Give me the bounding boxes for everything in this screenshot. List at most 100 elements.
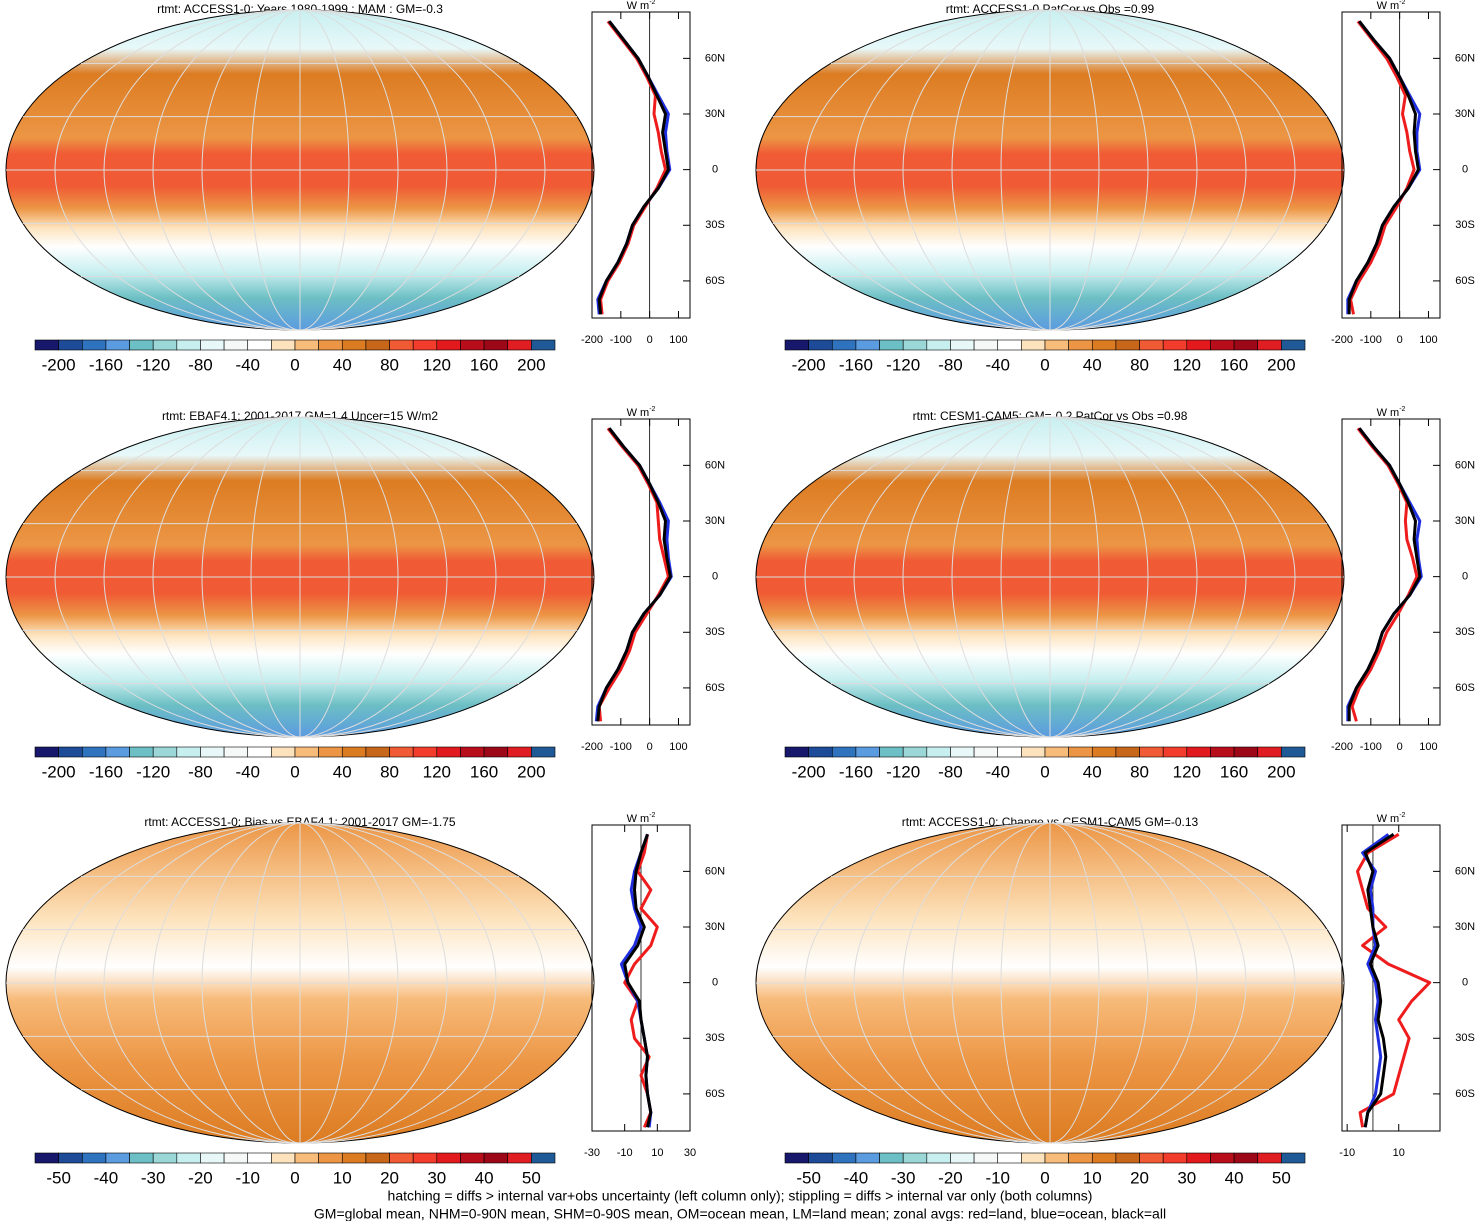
x-tick-label: -100: [1360, 741, 1382, 753]
colorbar-tick-label: 160: [470, 762, 498, 781]
zonal-frame: [1341, 11, 1441, 319]
colorbar-box: [341, 1152, 367, 1164]
unit-exp: -2: [1399, 812, 1405, 819]
zonal-line: [1356, 833, 1432, 1128]
y-tick-label: 60N: [1455, 865, 1475, 877]
colorbar-box: [855, 339, 880, 351]
colorbar-box: [973, 339, 999, 351]
y-tick-label: 0: [712, 571, 718, 583]
x-tick-label: -100: [610, 741, 632, 753]
unit-label: W m-2: [1377, 0, 1406, 12]
colorbar-tick-label: -120: [886, 355, 920, 374]
zonal-line: [1347, 20, 1420, 315]
colorbar-box: [318, 746, 343, 758]
unit-exp: -2: [649, 406, 655, 413]
colorbar-box: [950, 339, 975, 351]
y-tick-label: 60S: [705, 275, 725, 287]
panel-title: rtmt: ACCESS1-0: Bias vs EBAF4.1: 2001-2…: [144, 815, 455, 829]
colorbar-box: [997, 339, 1022, 351]
y-tick-label: 60N: [705, 52, 725, 64]
colorbar-tick-label: -40: [985, 762, 1010, 781]
colorbar-box: [507, 339, 532, 351]
colorbar-tick-label: 40: [475, 1168, 494, 1187]
colorbar-tick-label: 20: [380, 1168, 399, 1187]
zonal-line: [1346, 20, 1422, 315]
colorbar-box: [1044, 1152, 1069, 1164]
colorbar-box: [926, 339, 951, 351]
x-tick-label: -100: [610, 334, 632, 346]
unit-base: W m: [627, 0, 650, 12]
colorbar-box: [507, 1152, 532, 1164]
x-tick-label: 0: [1397, 741, 1403, 753]
colorbar-box: [247, 1152, 272, 1164]
colorbar-tick-label: -80: [188, 355, 213, 374]
y-tick-label: 60N: [1455, 459, 1475, 471]
colorbar-tick-label: 0: [290, 762, 299, 781]
footnote: hatching = diffs > internal var+obs unce…: [388, 1188, 1093, 1204]
y-tick-label: 30S: [705, 1032, 725, 1044]
colorbar-box: [1068, 746, 1093, 758]
colorbar-box: [531, 1152, 556, 1164]
colorbar-box: [58, 339, 83, 351]
colorbar-tick-label: -160: [839, 762, 873, 781]
colorbar-tick-label: -20: [188, 1168, 213, 1187]
x-tick-label: -10: [1339, 1147, 1355, 1159]
zonal-line: [599, 20, 667, 315]
colorbar-box: [460, 746, 485, 758]
colorbar-box: [1068, 1152, 1093, 1164]
colorbar-tick-label: 0: [1040, 1168, 1049, 1187]
zonal-line: [1346, 427, 1423, 722]
colorbar-box: [1281, 1152, 1306, 1164]
colorbar-tick-label: -80: [938, 762, 963, 781]
colorbar-box: [294, 339, 319, 351]
colorbar-tick-label: -50: [796, 1168, 821, 1187]
zonal-frame: [591, 11, 691, 319]
colorbar-tick-label: -40: [844, 1168, 869, 1187]
colorbar-box: [105, 1152, 130, 1164]
panel-title: rtmt: ACCESS1-0: Change vs CESM1-CAM5 GM…: [902, 815, 1199, 829]
colorbar-box: [1162, 746, 1188, 758]
colorbar-box: [152, 339, 178, 351]
colorbar-tick-label: -200: [792, 762, 826, 781]
colorbar-box: [531, 339, 556, 351]
colorbar-tick-label: 120: [423, 762, 451, 781]
colorbar-box: [176, 339, 201, 351]
colorbar-tick-label: 80: [380, 762, 399, 781]
colorbar-tick-label: -20: [938, 1168, 963, 1187]
colorbar-tick-label: 120: [1173, 762, 1201, 781]
colorbar-box: [105, 339, 130, 351]
colorbar-tick-label: 40: [333, 762, 352, 781]
unit-base: W m: [1377, 407, 1400, 419]
zonal-line: [596, 20, 672, 315]
x-tick-label: -100: [1360, 334, 1382, 346]
colorbar-tick-label: -10: [235, 1168, 260, 1187]
colorbar-tick-label: -160: [89, 762, 123, 781]
colorbar-tick-label: 0: [290, 1168, 299, 1187]
colorbar-box: [247, 339, 272, 351]
colorbar-tick-label: 160: [1220, 762, 1248, 781]
colorbar-box: [1021, 1152, 1046, 1164]
colorbar-box: [902, 1152, 928, 1164]
zonal-line: [1347, 427, 1422, 722]
colorbar-box: [200, 339, 225, 351]
colorbar-tick-label: 120: [423, 355, 451, 374]
colorbar-tick-label: 40: [1225, 1168, 1244, 1187]
y-tick-label: 30N: [1455, 108, 1475, 120]
colorbar-tick-label: -50: [46, 1168, 71, 1187]
colorbar-box: [271, 746, 296, 758]
colorbar-box: [831, 339, 857, 351]
colorbar-box: [34, 339, 59, 351]
colorbar-box: [1186, 746, 1211, 758]
colorbar-box: [1233, 1152, 1259, 1164]
colorbar-box: [879, 746, 904, 758]
colorbar-box: [831, 746, 857, 758]
y-tick-label: 30N: [1455, 515, 1475, 527]
colorbar-box: [129, 746, 154, 758]
colorbar-tick-label: 80: [1130, 355, 1149, 374]
colorbar-box: [1162, 1152, 1188, 1164]
unit-label: W m-2: [1377, 812, 1406, 825]
colorbar-box: [1281, 339, 1306, 351]
colorbar-box: [1210, 746, 1235, 758]
colorbar-box: [879, 339, 904, 351]
colorbar-box: [1257, 1152, 1282, 1164]
